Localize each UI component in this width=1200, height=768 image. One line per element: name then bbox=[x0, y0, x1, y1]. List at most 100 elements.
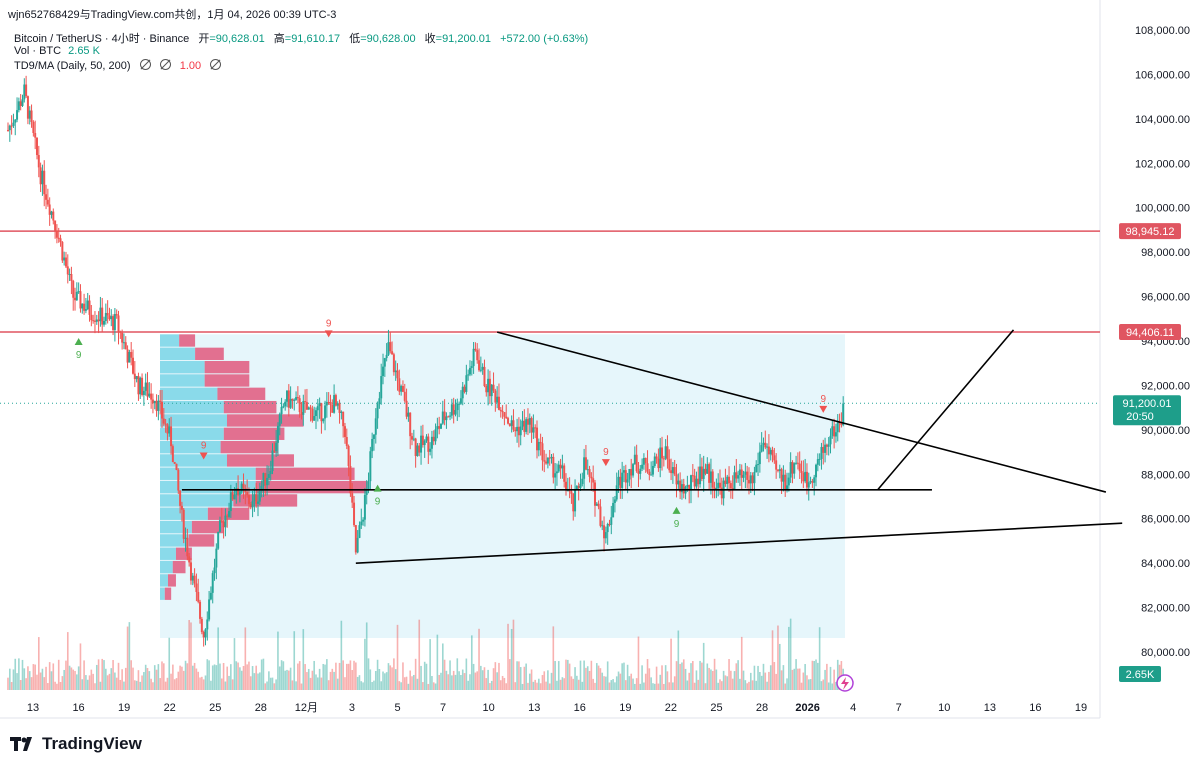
volume-bar bbox=[746, 683, 748, 690]
volume-profile-buy-bar bbox=[160, 400, 224, 414]
volume-profile-buy-bar bbox=[160, 494, 234, 507]
volume-bar bbox=[103, 660, 105, 690]
volume-bar bbox=[52, 663, 55, 690]
candle-body bbox=[144, 382, 147, 391]
candle-body bbox=[764, 442, 767, 448]
candle-body bbox=[597, 503, 600, 507]
candle-body bbox=[583, 457, 586, 479]
volume-bar bbox=[302, 629, 305, 690]
volume-bar bbox=[355, 662, 357, 690]
visibility-icon[interactable] bbox=[210, 59, 222, 70]
candle-body bbox=[128, 352, 131, 363]
indicator-legend[interactable]: TD9/MA (Daily, 50, 200) 1.00 bbox=[14, 59, 222, 72]
volume-bar bbox=[367, 658, 370, 690]
volume-profile-buy-bar bbox=[160, 560, 173, 574]
candle-body bbox=[474, 348, 477, 351]
candle-body bbox=[760, 445, 763, 452]
candle-body bbox=[536, 427, 539, 451]
volume-bar bbox=[619, 673, 622, 690]
candle-body bbox=[666, 446, 669, 460]
volume-bar bbox=[538, 678, 540, 690]
candle-body bbox=[242, 483, 245, 489]
candle-body bbox=[351, 493, 354, 503]
candle-body bbox=[43, 170, 46, 195]
volume-legend[interactable]: Vol · BTC 2.65 K bbox=[14, 45, 100, 57]
candle-body bbox=[296, 397, 299, 399]
visibility-icon[interactable] bbox=[159, 59, 171, 70]
symbol-title[interactable]: Bitcoin / TetherUS · 4小时 · Binance bbox=[14, 33, 190, 45]
candle-body bbox=[258, 491, 261, 502]
candle-body bbox=[391, 351, 394, 355]
volume-bar bbox=[452, 670, 455, 690]
volume-bar bbox=[581, 681, 584, 690]
volume-badge[interactable] bbox=[1119, 666, 1161, 682]
candle-body bbox=[157, 400, 160, 411]
volume-bar bbox=[690, 663, 692, 690]
candle-body bbox=[521, 420, 524, 427]
candle-body bbox=[264, 473, 267, 486]
lightning-icon bbox=[841, 677, 849, 690]
volume-bar bbox=[666, 671, 669, 690]
td9-sell-label: 9 bbox=[603, 447, 609, 458]
candle-countdown: 20:50 bbox=[1126, 411, 1154, 423]
volume-bar bbox=[624, 680, 627, 690]
candle-body bbox=[313, 416, 316, 421]
last-price-badge[interactable] bbox=[1113, 395, 1181, 426]
volume-bar bbox=[501, 675, 504, 690]
candle-body bbox=[840, 423, 843, 426]
candle-body bbox=[461, 386, 464, 399]
volume-bar bbox=[507, 623, 509, 690]
candle-body bbox=[340, 411, 343, 413]
candle-body bbox=[690, 475, 693, 491]
volume-bar bbox=[836, 659, 839, 690]
volume-bar bbox=[675, 661, 678, 690]
volume-bar bbox=[97, 659, 100, 690]
volume-bar bbox=[465, 658, 468, 690]
candle-body bbox=[613, 499, 616, 503]
price-tick-label: 82,000.00 bbox=[1141, 603, 1190, 615]
volume-bar bbox=[422, 682, 424, 690]
volume-bar bbox=[204, 675, 207, 690]
candle-body bbox=[650, 474, 653, 476]
candle-body bbox=[269, 471, 272, 475]
volume-bar bbox=[257, 673, 259, 690]
volume-bar bbox=[753, 665, 756, 690]
time-tick-label: 12月 bbox=[295, 702, 318, 714]
candle-body bbox=[142, 390, 145, 395]
candle-body bbox=[280, 406, 283, 415]
candle-body bbox=[59, 238, 62, 242]
volume-bar bbox=[476, 671, 479, 690]
candle-body bbox=[37, 155, 40, 168]
candle-body bbox=[708, 464, 711, 483]
volume-bar bbox=[148, 671, 151, 690]
candle-body bbox=[141, 377, 144, 395]
candle-body bbox=[276, 425, 279, 443]
volume-bar bbox=[240, 670, 243, 690]
candle-body bbox=[688, 484, 691, 491]
candle-body bbox=[179, 490, 182, 506]
volume-bar bbox=[469, 674, 471, 690]
volume-bar bbox=[778, 643, 781, 690]
price-tick-label: 98,000.00 bbox=[1141, 247, 1190, 259]
volume-bar bbox=[543, 671, 546, 690]
candle-body bbox=[697, 478, 700, 485]
volume-bar bbox=[793, 668, 796, 690]
candle-body bbox=[784, 474, 787, 490]
time-tick-label: 19 bbox=[619, 702, 631, 714]
td9-buy-label: 9 bbox=[674, 519, 680, 530]
candle-body bbox=[492, 384, 495, 391]
tradingview-logo[interactable]: TradingView bbox=[10, 734, 142, 754]
volume-bar bbox=[188, 620, 190, 690]
volume-bar bbox=[405, 676, 408, 690]
volume-bar bbox=[759, 671, 761, 690]
candle-body bbox=[387, 342, 390, 355]
candle-body bbox=[427, 436, 430, 452]
volume-bar bbox=[527, 682, 529, 690]
volume-bar bbox=[143, 672, 145, 690]
candle-body bbox=[432, 436, 435, 442]
candle-body bbox=[392, 354, 395, 373]
volume-bar bbox=[347, 663, 350, 690]
visibility-icon[interactable] bbox=[139, 59, 151, 70]
volume-bar bbox=[226, 666, 229, 690]
